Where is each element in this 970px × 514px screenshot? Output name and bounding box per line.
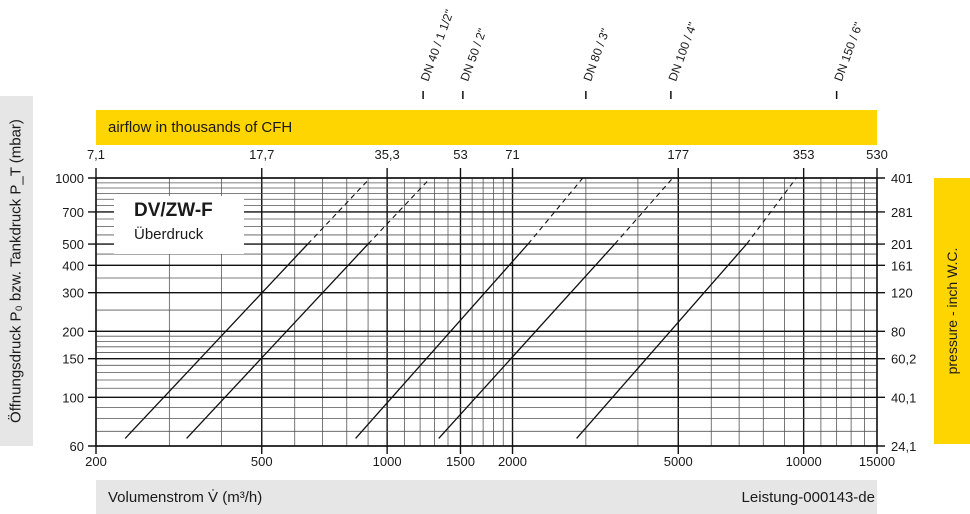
right-tick-label: 281: [891, 205, 913, 220]
right-tick-label: 161: [891, 258, 913, 273]
dn-marker-label: DN 50 / 2": [458, 27, 490, 83]
dn-marker-label: DN 150 / 6": [831, 20, 865, 83]
chart-subtitle: Überdruck: [134, 226, 204, 243]
right-tick-label: 80: [891, 324, 905, 339]
series-line-dashed: [614, 177, 674, 245]
y-tick-label: 300: [62, 286, 84, 301]
series-line: [124, 243, 309, 439]
top-tick-label: 35,3: [374, 147, 399, 162]
y-tick-label: 1000: [55, 171, 84, 186]
x-tick-label: 10000: [786, 454, 822, 469]
top-axis-band: airflow in thousands of CFH: [96, 110, 877, 145]
y-tick-label: 700: [62, 205, 84, 220]
x-tick-label: 2000: [498, 454, 527, 469]
right-tick-label: 201: [891, 237, 913, 252]
series-line: [438, 243, 616, 439]
series-line-dashed: [746, 177, 797, 245]
series-line-dashed: [307, 177, 371, 245]
x-tick-label: 200: [85, 454, 107, 469]
x-tick-label: 5000: [664, 454, 693, 469]
y-tick-label: 100: [62, 390, 84, 405]
x-tick-label: 1000: [373, 454, 402, 469]
top-tick-label: 17,7: [249, 147, 274, 162]
top-tick-label: 530: [866, 147, 888, 162]
right-axis-band: pressure - inch W.C.: [934, 178, 970, 444]
chart-title: DV/ZW-F: [134, 200, 213, 221]
series-line: [186, 243, 369, 439]
dn-marker-label: DN 40 / 1 1/2": [418, 8, 457, 83]
x-tick-label: 15000: [859, 454, 895, 469]
top-axis-title: airflow in thousands of CFH: [108, 119, 293, 136]
right-tick-label: 24,1: [891, 439, 916, 454]
x-tick-label: 500: [251, 454, 273, 469]
y-tick-label: 150: [62, 352, 84, 367]
plot-frame: [95, 177, 878, 447]
top-tick-label: 353: [793, 147, 815, 162]
series-line: [576, 243, 748, 439]
dn-marker-label: DN 80 / 3": [581, 27, 613, 83]
series-line-dashed: [367, 177, 431, 245]
y-tick-label: 500: [62, 237, 84, 252]
chart-legend-box: DV/ZW-F Überdruck: [114, 196, 244, 254]
right-tick-label: 40,1: [891, 390, 916, 405]
y-tick-label: 200: [62, 324, 84, 339]
source-note: Leistung-000143-de: [741, 489, 875, 506]
top-tick-label: 177: [667, 147, 689, 162]
x-axis-title: Volumenstrom V̇ (m³/h): [108, 489, 263, 506]
top-tick-label: 53: [453, 147, 467, 162]
y-tick-label: 400: [62, 258, 84, 273]
right-tick-label: 401: [891, 171, 913, 186]
x-tick-label: 1500: [446, 454, 475, 469]
top-tick-label: 71: [505, 147, 519, 162]
y-axis-title-band: Öffnungsdruck P₀ bzw. Tankdruck P_T (mba…: [0, 96, 33, 446]
right-tick-label: 60,2: [891, 352, 916, 367]
top-tick-label: 7,1: [87, 147, 105, 162]
series-line: [355, 243, 529, 439]
y-tick-label: 60: [70, 439, 84, 454]
x-axis-band: Volumenstrom V̇ (m³/h) Leistung-000143-d…: [96, 480, 877, 514]
right-tick-label: 120: [891, 286, 913, 301]
dn-marker-label: DN 100 / 4": [666, 20, 700, 83]
